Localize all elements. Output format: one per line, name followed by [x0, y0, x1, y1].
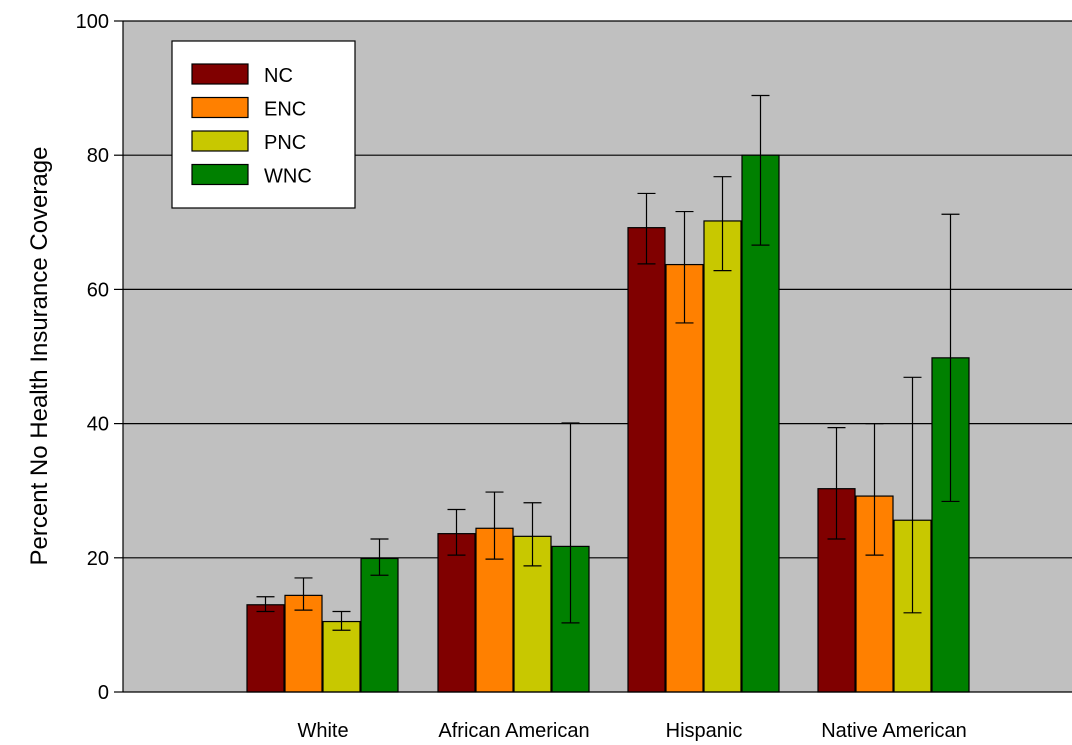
x-tick-label-native-american: Native American: [821, 720, 967, 742]
x-tick-label-african-american: African American: [438, 720, 589, 742]
y-tick-label-60: 60: [87, 279, 109, 301]
bar-pnc-hispanic: [703, 220, 742, 693]
legend-swatch-enc: [191, 96, 249, 119]
legend-swatch-nc: [191, 63, 249, 85]
axes: [114, 20, 1072, 693]
bar-nc-white: [246, 604, 285, 693]
bar-nc-african-american: [437, 533, 476, 693]
error-bars-group: [256, 94, 960, 631]
bar-enc-hispanic: [665, 263, 704, 693]
y-tick-label-20: 20: [87, 548, 109, 570]
bar-pnc-white: [322, 620, 361, 693]
legend: NC ENC PNC WNC: [171, 40, 356, 209]
bar-wnc-white: [360, 557, 399, 693]
legend-swatch-pnc: [191, 130, 249, 152]
y-tick-label-0: 0: [98, 682, 109, 704]
y-tick-labels: 0 20 40 60 80 100: [76, 11, 109, 704]
y-tick-label-80: 80: [87, 145, 109, 167]
y-tick-label-40: 40: [87, 414, 109, 436]
x-tick-labels: White African American Hispanic Native Amer…: [297, 720, 966, 742]
x-tick-label-white: White: [297, 720, 348, 742]
y-tick-label-100: 100: [76, 11, 109, 33]
legend-label-nc: NC: [264, 65, 293, 87]
legend-label-enc: ENC: [264, 99, 306, 121]
legend-label-wnc: WNC: [264, 166, 312, 188]
y-axis-label: Percent No Health Insurance Coverage: [26, 147, 53, 566]
legend-label-pnc: PNC: [264, 132, 306, 154]
legend-swatch-wnc: [191, 163, 249, 186]
bar-nc-hispanic: [627, 227, 666, 693]
x-tick-label-hispanic: Hispanic: [666, 720, 743, 742]
